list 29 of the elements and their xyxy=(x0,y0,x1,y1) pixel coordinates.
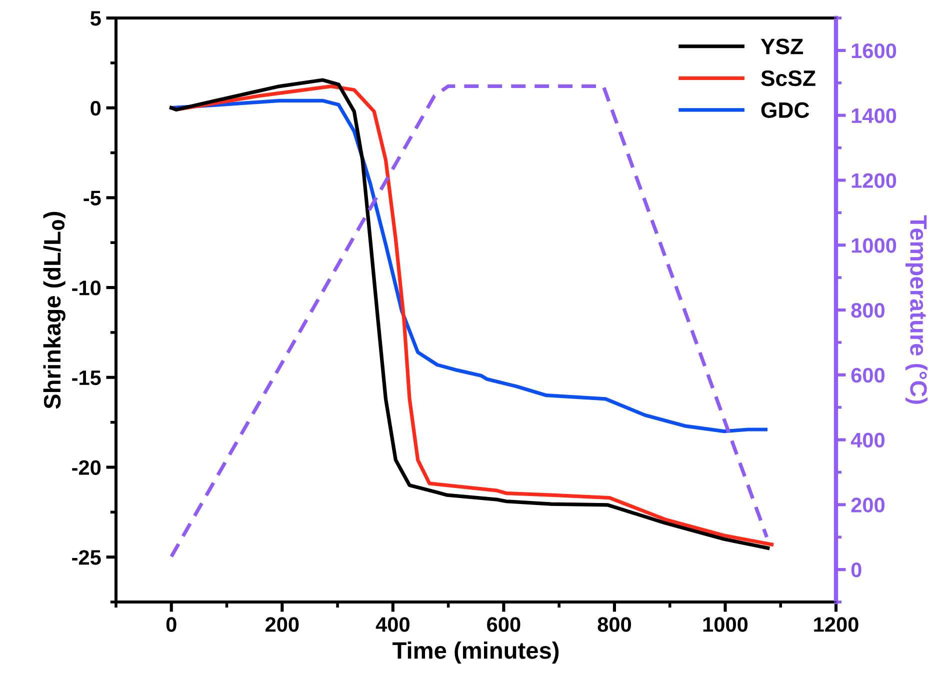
y2-tick-label: 200 xyxy=(851,498,884,512)
legend-label: GDC xyxy=(761,102,810,118)
x-tick-label: 400 xyxy=(376,617,410,632)
y-tick-label: -25 xyxy=(72,550,101,565)
y-tick-label: -5 xyxy=(84,190,101,206)
legend-label: YSZ xyxy=(760,38,803,54)
x-tick-label: 0 xyxy=(166,617,176,632)
legend-label: ScSZ xyxy=(761,70,816,86)
y-tick-label: 0 xyxy=(90,100,101,116)
y2-axis-title: Temperature (°C) xyxy=(905,215,928,404)
y2-tick-label: 1400 xyxy=(852,108,896,124)
y2-tick-label: 600 xyxy=(851,368,884,383)
x-tick-label: 1000 xyxy=(703,617,748,632)
y-tick-label: -20 xyxy=(72,460,101,475)
y2-tick-label: 1200 xyxy=(852,173,896,188)
y-tick-label: -15 xyxy=(72,370,101,386)
y-tick-label: 5 xyxy=(90,11,101,26)
x-axis-title: Time (minutes) xyxy=(392,642,559,664)
y2-tick-label: 0 xyxy=(851,562,862,578)
y2-tick-label: 1600 xyxy=(852,43,896,58)
x-tick-label: 800 xyxy=(598,617,631,632)
x-tick-label: 200 xyxy=(266,617,299,632)
y2-tick-label: 800 xyxy=(851,303,884,318)
y2-tick-label: 400 xyxy=(850,432,884,448)
y-tick-label: -10 xyxy=(72,280,101,296)
y-axis-title: Shrinkage (dL/L$_{0}$) xyxy=(43,212,66,409)
y2-tick-label: 1000 xyxy=(852,238,896,253)
x-tick-label: 1200 xyxy=(814,617,858,632)
x-tick-label: 600 xyxy=(487,617,520,632)
